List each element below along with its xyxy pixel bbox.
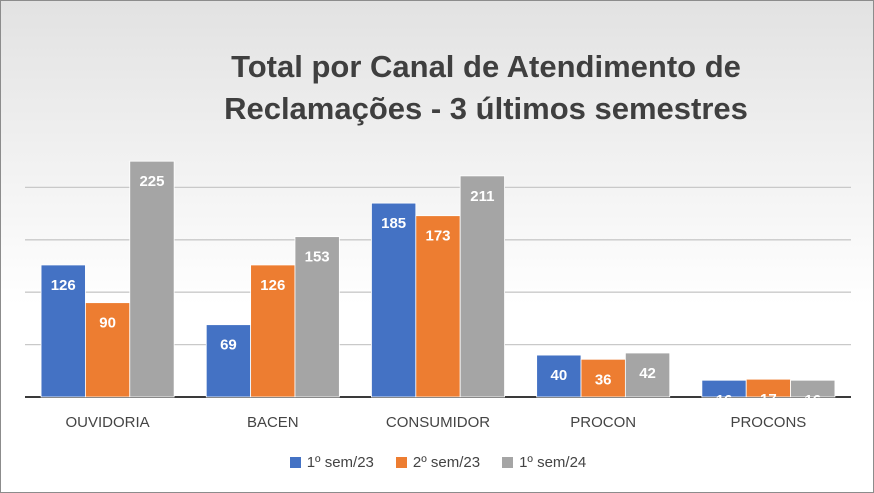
bar	[580, 358, 626, 398]
legend: 1º sem/23 2º sem/23 1º sem/24	[258, 445, 618, 479]
data-label: 173	[425, 228, 450, 245]
legend-label-2: 2º sem/23	[412, 453, 481, 471]
bar	[790, 379, 836, 398]
bar	[371, 202, 417, 398]
category-label: PROCON	[570, 414, 636, 431]
bar	[85, 302, 131, 398]
data-label: 126	[51, 277, 76, 294]
legend-item: 1º sem/23	[289, 453, 374, 471]
bar	[129, 160, 175, 398]
category-label: BACEN	[247, 414, 299, 431]
legend-swatch-2	[395, 456, 407, 468]
legend-item: 1º sem/24	[502, 454, 586, 471]
legend-label-3: 1º sem/24	[519, 453, 587, 471]
data-label: 36	[595, 371, 612, 388]
data-label: 211	[470, 188, 494, 205]
bar-layer	[40, 160, 836, 398]
data-label: 17	[760, 391, 777, 408]
data-label-layer: 126 90 225 69 126 153 185 173 211 40 36 42 16 17 16	[51, 173, 821, 409]
bar	[459, 175, 505, 398]
data-label: 42	[639, 365, 656, 382]
data-label: 16	[804, 392, 821, 409]
data-label: 69	[220, 337, 237, 354]
category-label: CONSUMIDOR	[386, 414, 490, 431]
bar	[250, 264, 296, 398]
bar	[205, 324, 252, 398]
data-label: 153	[305, 249, 330, 266]
legend-swatch-1	[289, 456, 301, 468]
category-label: PROCONS	[730, 414, 806, 431]
data-label: 225	[139, 173, 164, 190]
legend-label-1: 1º sem/23	[306, 453, 374, 471]
chart-title-line-1: Total por Canal de Atendimento de	[231, 49, 741, 84]
data-label: 16	[716, 392, 733, 409]
legend-item: 2º sem/23	[395, 453, 481, 471]
category-label: OUVIDORIA	[66, 414, 150, 431]
legend-swatch-3	[502, 456, 514, 468]
bar	[624, 352, 671, 398]
data-label: 126	[260, 277, 285, 294]
bar	[536, 354, 582, 398]
chart-title-line-2: Reclamações - 3 últimos semestres	[224, 91, 748, 126]
bar	[40, 264, 86, 398]
category-label-layer: OUVIDORIA BACEN CONSUMIDOR PROCON PROCONS	[66, 414, 807, 431]
data-label: 40	[551, 367, 568, 384]
bar	[294, 236, 340, 398]
bar	[415, 215, 461, 398]
data-label: 90	[99, 315, 116, 332]
data-label: 185	[381, 215, 406, 232]
